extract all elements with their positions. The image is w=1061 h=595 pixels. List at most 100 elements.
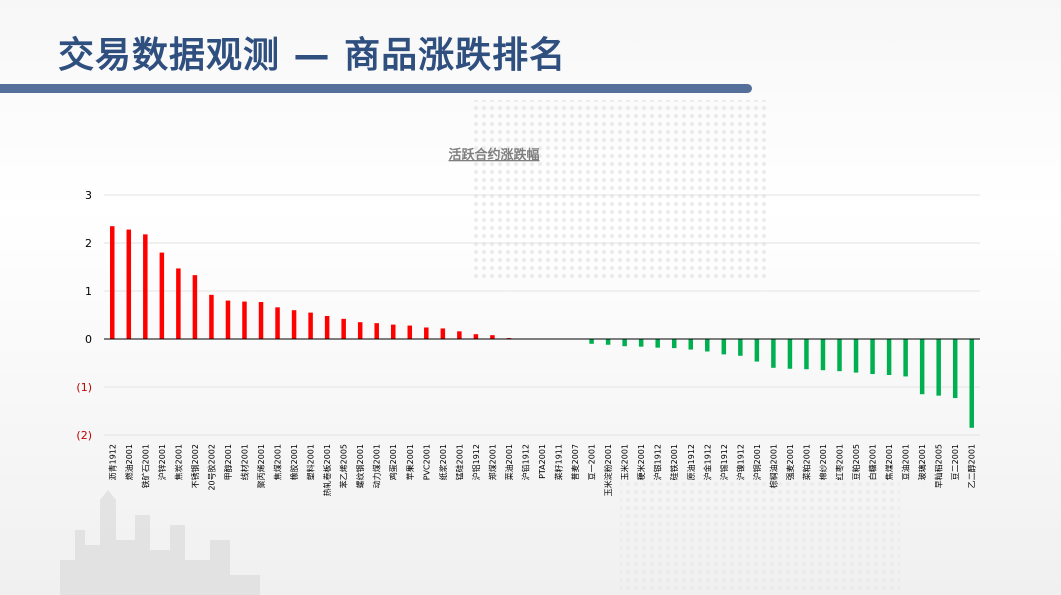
x-tick-label: 豆油2001	[901, 444, 911, 480]
bar	[357, 322, 363, 339]
y-tick-label: (2)	[76, 429, 92, 442]
bar	[143, 234, 148, 339]
bar	[390, 324, 396, 339]
x-tick-label: 热轧卷板2001	[322, 444, 332, 496]
bar	[110, 226, 115, 339]
x-tick-label: 硅铁2001	[669, 444, 679, 480]
bar	[688, 339, 694, 350]
x-tick-label: 线材2001	[239, 444, 249, 480]
x-tick-label: 豆一2001	[588, 444, 597, 480]
x-tick-label: 玉米2001	[620, 444, 630, 480]
bar	[705, 339, 710, 352]
bar	[771, 339, 776, 368]
x-tick-label: 沪锌2001	[157, 444, 167, 480]
bar	[804, 339, 809, 370]
x-tick-label: PTA2001	[538, 444, 547, 479]
x-tick-label: 沥青1912	[107, 444, 117, 480]
x-tick-label: 鸡蛋2001	[388, 444, 398, 480]
x-tick-label: 塑料2001	[306, 444, 316, 480]
bar	[225, 300, 231, 339]
bar	[837, 339, 842, 372]
x-tick-label: 沪铅1912	[520, 444, 530, 480]
x-tick-label: 棕榈油2001	[768, 444, 778, 488]
x-tick-label: 苹果2001	[405, 444, 415, 480]
x-tick-label: 沪镍1912	[735, 444, 745, 480]
bar	[457, 331, 462, 339]
bar	[589, 339, 594, 344]
bar	[407, 325, 413, 339]
y-tick-label: (1)	[76, 381, 92, 394]
x-tick-label: 豆二2001	[951, 444, 960, 480]
x-tick-label: 玻璃2001	[917, 444, 927, 480]
x-tick-label: 乙二醇2001	[967, 444, 977, 488]
bar	[126, 229, 132, 339]
x-tick-label: 20号胶2002	[206, 444, 216, 491]
bar	[738, 339, 743, 356]
bar	[820, 339, 826, 371]
bar	[622, 339, 627, 347]
x-tick-label: 白糖2001	[868, 444, 878, 480]
bar	[275, 307, 280, 339]
x-tick-label: 橡胶2001	[289, 444, 299, 480]
bar	[605, 339, 611, 345]
x-tick-label: 早籼稻2005	[934, 444, 944, 488]
bar	[159, 252, 165, 339]
bar	[258, 302, 264, 339]
bar	[721, 339, 727, 355]
y-tick-label: 1	[85, 285, 92, 298]
x-tick-label: 郑煤2001	[487, 444, 497, 480]
x-tick-label: 纸浆2001	[438, 444, 448, 480]
x-tick-label: 沪金1912	[702, 444, 712, 480]
bar	[903, 339, 908, 377]
x-tick-label: 焦煤2001	[884, 444, 894, 480]
x-tick-label: 强麦2001	[785, 444, 795, 480]
bar	[440, 328, 446, 339]
bar	[242, 301, 247, 339]
x-tick-label: 红枣2001	[835, 444, 845, 480]
bar	[638, 339, 644, 347]
bar	[209, 294, 214, 339]
title-underline-bar	[0, 84, 752, 93]
bar	[969, 339, 974, 428]
x-tick-label: 棉纱2001	[818, 444, 828, 480]
x-tick-label: 菜籽1911	[554, 444, 564, 480]
x-tick-label: 螺纹钢2001	[355, 444, 365, 488]
x-tick-label: 动力煤2001	[372, 444, 382, 488]
x-tick-label: 聚丙烯2001	[256, 444, 266, 488]
bar	[324, 315, 330, 339]
bar	[919, 339, 925, 395]
x-tick-label: 甲醇2001	[223, 444, 233, 480]
x-tick-label: 沪铜2001	[752, 444, 762, 480]
x-tick-label: 铁矿石2001	[140, 444, 150, 488]
x-tick-label: 沪铝1912	[471, 444, 481, 480]
y-tick-label: 3	[85, 189, 92, 202]
x-tick-label: 沪锡1912	[719, 444, 729, 480]
bar	[754, 339, 760, 362]
bar	[886, 339, 892, 375]
bar	[952, 339, 958, 399]
bar	[870, 339, 875, 375]
bar	[308, 312, 313, 339]
bars	[110, 226, 974, 428]
x-tick-label: 菜油2001	[504, 444, 514, 480]
bar	[341, 318, 346, 339]
bar	[655, 339, 660, 348]
bar	[176, 268, 181, 339]
bar	[473, 334, 479, 339]
y-tick-label: 2	[85, 237, 92, 250]
bar	[671, 339, 677, 349]
x-tick-label: 焦煤2001	[273, 444, 283, 480]
x-tick-label: 燃油2001	[124, 444, 134, 480]
page-title: 交易数据观测 — 商品涨跌排名	[58, 35, 567, 76]
bar	[424, 327, 429, 339]
bar	[787, 339, 793, 369]
x-tick-label: 菜粕2001	[801, 444, 811, 480]
x-tick-label: 原油1912	[686, 444, 696, 480]
x-tick-label: 普麦2007	[570, 444, 580, 480]
y-axis-ticks: 3 2 1 0 (1) (2)	[76, 189, 92, 442]
chart-title: 活跃合约涨跌幅	[448, 147, 539, 163]
y-tick-label: 0	[85, 333, 92, 346]
bar	[936, 339, 941, 396]
bar	[853, 339, 859, 373]
bar	[490, 335, 495, 339]
